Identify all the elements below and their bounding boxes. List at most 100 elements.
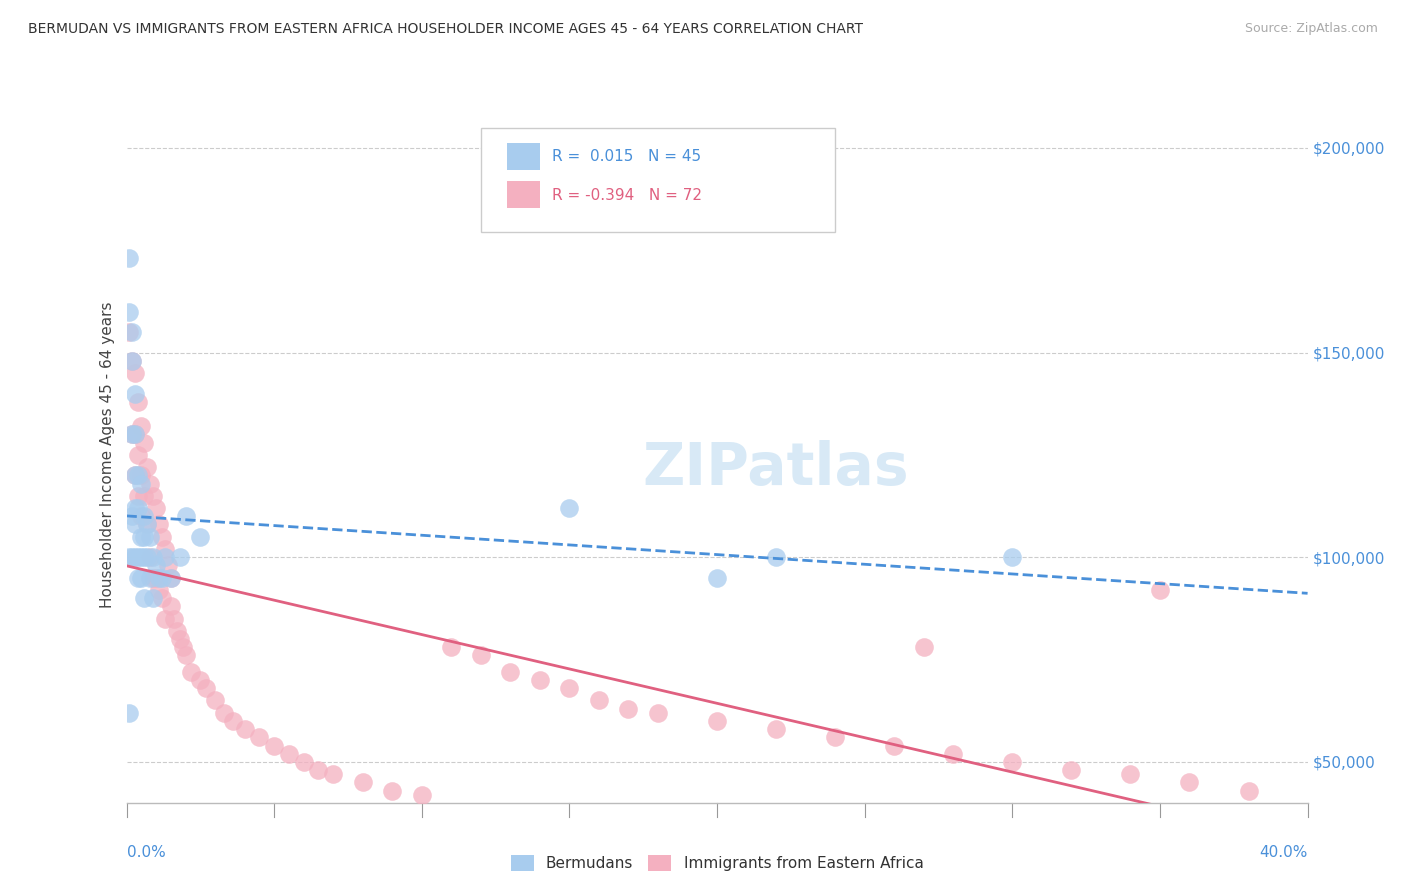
Point [127, 571, 149, 585]
Point [121, 427, 143, 442]
Point [127, 489, 149, 503]
Point [142, 571, 165, 585]
Point [195, 681, 218, 696]
Point [1237, 783, 1260, 797]
Point [129, 509, 153, 524]
Point [121, 325, 143, 339]
Point [212, 706, 235, 720]
Point [134, 509, 156, 524]
Point [124, 386, 146, 401]
Point [134, 530, 156, 544]
Point [824, 731, 846, 745]
Point [352, 775, 374, 789]
Point [134, 489, 156, 503]
Point [118, 252, 141, 266]
Text: 40.0%: 40.0% [1260, 845, 1308, 860]
Point [529, 673, 551, 687]
Bar [506, 144, 540, 169]
Point [124, 468, 146, 483]
Point [136, 460, 159, 475]
Point [129, 550, 153, 565]
Point [142, 591, 165, 606]
Point [912, 640, 935, 655]
Text: BERMUDAN VS IMMIGRANTS FROM EASTERN AFRICA HOUSEHOLDER INCOME AGES 45 - 64 YEARS: BERMUDAN VS IMMIGRANTS FROM EASTERN AFRI… [28, 22, 863, 37]
Point [129, 571, 153, 585]
Point [153, 612, 176, 626]
Point [127, 448, 149, 462]
Point [156, 558, 179, 573]
Point [124, 427, 146, 442]
Text: R =  0.015   N = 45: R = 0.015 N = 45 [551, 149, 700, 164]
Point [148, 582, 170, 597]
Point [134, 550, 156, 565]
Point [558, 501, 581, 516]
Point [159, 571, 183, 585]
Point [139, 476, 162, 491]
Point [222, 714, 245, 728]
Point [136, 550, 159, 565]
Point [129, 476, 153, 491]
Point [278, 747, 301, 761]
Point [292, 755, 315, 769]
Point [381, 783, 404, 797]
Point [118, 706, 141, 720]
Point [121, 353, 143, 368]
Point [121, 550, 143, 565]
Point [617, 701, 640, 715]
Point [150, 571, 173, 585]
Point [145, 501, 167, 516]
Y-axis label: Householder Income Ages 45 - 64 years: Householder Income Ages 45 - 64 years [100, 301, 115, 608]
Point [121, 353, 143, 368]
Point [148, 571, 170, 585]
Point [124, 517, 146, 532]
Point [124, 468, 146, 483]
Point [647, 706, 669, 720]
Point [883, 739, 905, 753]
Point [121, 509, 143, 524]
Point [127, 550, 149, 565]
Point [440, 640, 463, 655]
Point [166, 624, 188, 638]
Point [148, 517, 170, 532]
Point [307, 763, 329, 777]
Point [942, 747, 965, 761]
Point [169, 632, 191, 646]
Point [124, 427, 146, 442]
Point [322, 767, 344, 781]
Point [1149, 582, 1171, 597]
Point [150, 530, 173, 544]
Point [124, 501, 146, 516]
Point [411, 788, 433, 802]
Point [1001, 550, 1024, 565]
Point [558, 681, 581, 696]
Point [706, 571, 728, 585]
Point [124, 366, 146, 380]
Point [470, 648, 492, 663]
Point [139, 530, 162, 544]
Point [233, 722, 256, 736]
Point [159, 599, 183, 614]
Point [1060, 763, 1083, 777]
Point [188, 530, 211, 544]
Point [136, 517, 159, 532]
Point [188, 673, 211, 687]
Point [163, 612, 186, 626]
Point [136, 517, 159, 532]
Point [765, 722, 787, 736]
Point [121, 427, 143, 442]
Text: ZIPatlas: ZIPatlas [643, 441, 910, 498]
Point [1178, 775, 1201, 789]
Point [127, 394, 149, 409]
Point [172, 640, 194, 655]
Point [129, 468, 153, 483]
Text: Source: ZipAtlas.com: Source: ZipAtlas.com [1244, 22, 1378, 36]
Point [706, 714, 728, 728]
Point [153, 550, 176, 565]
Point [174, 648, 197, 663]
Point [118, 325, 141, 339]
Point [150, 591, 173, 606]
Point [139, 571, 162, 585]
Point [129, 530, 153, 544]
Point [142, 550, 165, 565]
Point [127, 468, 149, 483]
